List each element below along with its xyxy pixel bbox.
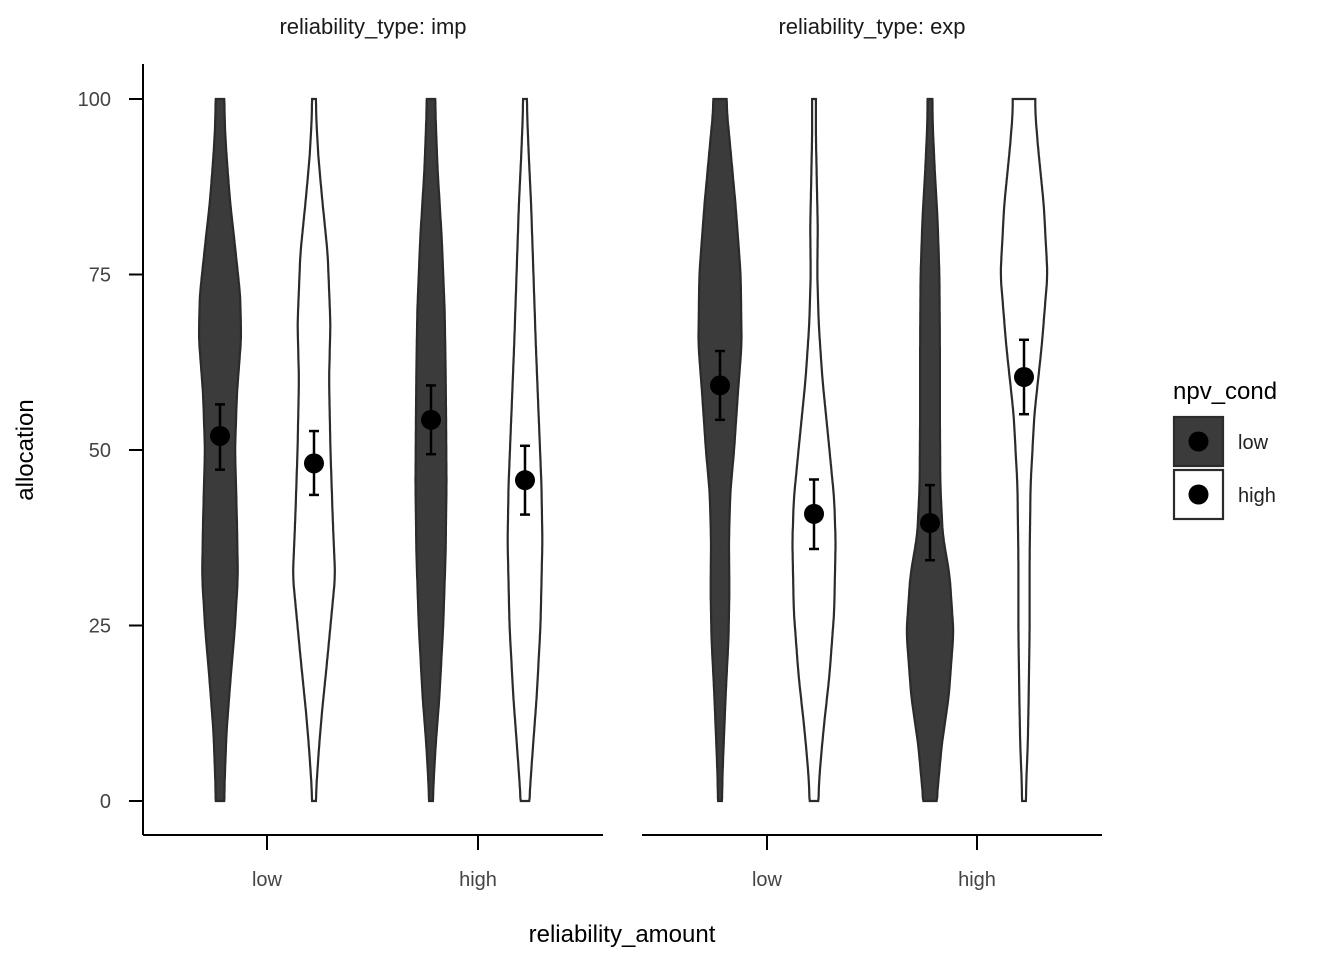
- panel-2: reliability_type: exp low high: [642, 14, 1102, 891]
- legend: npv_cond low high: [1172, 378, 1277, 521]
- mean-point: [210, 425, 230, 446]
- y-tick-label: 25: [89, 616, 111, 638]
- legend-point-icon: [1188, 484, 1209, 505]
- mean-point: [710, 375, 730, 396]
- violin-high-low: [905, 97, 955, 803]
- mean-point: [804, 503, 824, 524]
- violin-low-high: [791, 97, 837, 803]
- x-tick-label: high: [459, 869, 497, 891]
- legend-label: low: [1238, 432, 1269, 454]
- y-tick-label: 100: [78, 89, 111, 111]
- legend-title: npv_cond: [1173, 378, 1277, 405]
- violin-low-low: [697, 97, 743, 803]
- x-axis-title: reliability_amount: [529, 921, 716, 948]
- mean-point: [920, 513, 940, 534]
- violin-high-high: [999, 97, 1049, 803]
- y-tick-label: 0: [100, 791, 111, 813]
- x-tick-label: low: [252, 869, 283, 891]
- panel-title: reliability_type: exp: [778, 14, 965, 39]
- panel-1: reliability_type: imp 0 25 50 75 100 low high: [78, 14, 603, 891]
- panel-title: reliability_type: imp: [279, 14, 466, 39]
- mean-point: [1014, 366, 1034, 387]
- x-tick-label: low: [752, 869, 783, 891]
- mean-point: [421, 409, 441, 430]
- y-tick-label: 75: [89, 265, 111, 287]
- legend-label: high: [1238, 485, 1276, 507]
- legend-point-icon: [1188, 431, 1209, 452]
- mean-point: [304, 453, 324, 474]
- mean-point: [515, 470, 535, 491]
- y-axis-title: allocation: [12, 399, 39, 500]
- y-tick-label: 50: [89, 440, 111, 462]
- x-tick-label: high: [958, 869, 996, 891]
